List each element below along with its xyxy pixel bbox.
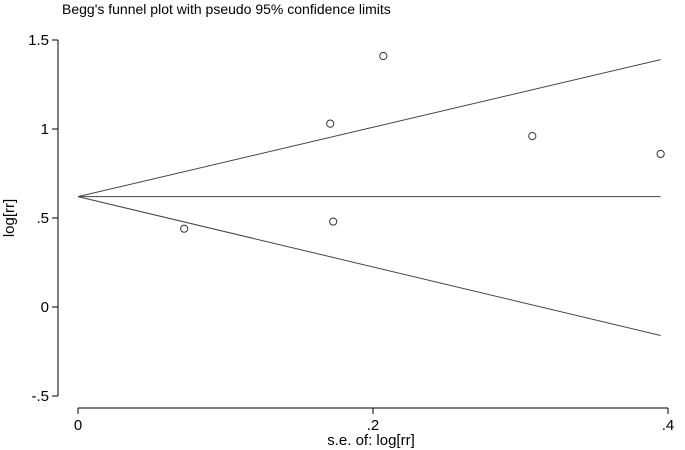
- y-tick-label: -.5: [31, 388, 49, 405]
- chart-title: Begg's funnel plot with pseudo 95% confi…: [62, 1, 391, 17]
- data-point: [329, 217, 338, 226]
- data-point: [528, 132, 537, 141]
- y-tick-label: 1: [41, 121, 49, 138]
- data-point: [379, 51, 388, 61]
- data-points: [180, 51, 665, 233]
- x-tick-label: .2: [367, 417, 380, 434]
- x-axis-label: s.e. of: log[rr]: [327, 432, 415, 449]
- data-point: [326, 119, 335, 128]
- x-tick-label: 0: [74, 417, 82, 434]
- funnel-lines: [77, 59, 661, 336]
- data-point: [180, 224, 189, 233]
- x-tick-label: .4: [662, 417, 675, 434]
- data-point: [656, 149, 665, 159]
- upper-limit-line: [77, 59, 661, 198]
- y-axis-label: log[rr]: [1, 199, 18, 237]
- y-tick-label: .5: [36, 210, 49, 227]
- y-tick-label: 1.5: [28, 32, 49, 49]
- lower-limit-line: [77, 196, 661, 336]
- y-tick-label: 0: [41, 299, 49, 316]
- axes: -.5 0 .5 1 1.5 0 .2 .4: [28, 32, 674, 434]
